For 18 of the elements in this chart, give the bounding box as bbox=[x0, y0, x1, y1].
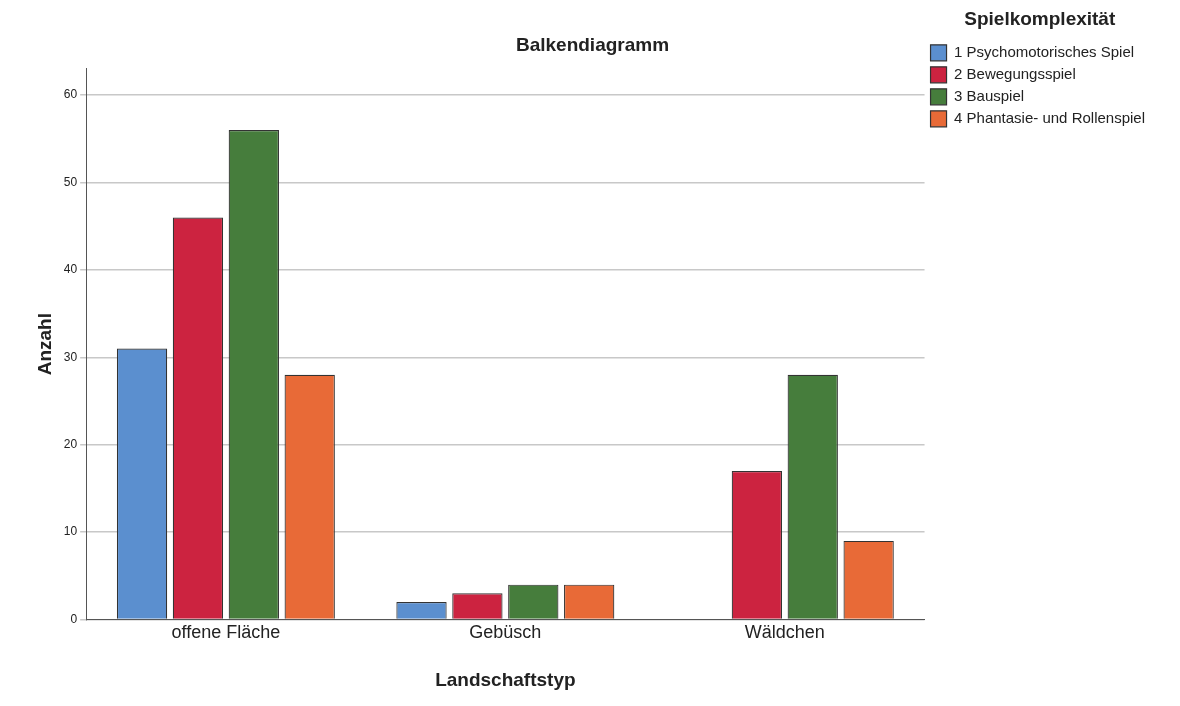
x-tick-label: Gebüsch bbox=[469, 622, 542, 643]
y-tick-label: 50 bbox=[63, 174, 78, 189]
legend-label: 1 Psychomotorisches Spiel bbox=[954, 42, 1135, 60]
y-axis-title: Anzahl bbox=[33, 313, 55, 376]
chart-title: Balkendiagramm bbox=[515, 33, 670, 55]
legend-label: 3 Bauspiel bbox=[954, 86, 1025, 104]
x-axis-title: Landschaftstyp bbox=[435, 668, 576, 690]
legend-title: Spielkomplexität bbox=[964, 7, 1116, 29]
y-tick-label: 20 bbox=[63, 437, 78, 452]
legend-label: 4 Phantasie- und Rollenspiel bbox=[954, 108, 1146, 126]
y-tick-label: 30 bbox=[63, 349, 78, 364]
x-tick-label: offene Fläche bbox=[171, 622, 281, 643]
y-tick-label: 10 bbox=[63, 524, 78, 539]
y-tick-label: 60 bbox=[63, 87, 78, 102]
y-tick-label: 0 bbox=[70, 611, 78, 626]
legend-label: 2 Bewegungsspiel bbox=[954, 64, 1076, 82]
x-tick-label: Wäldchen bbox=[744, 622, 825, 643]
y-tick-label: 40 bbox=[63, 262, 78, 277]
